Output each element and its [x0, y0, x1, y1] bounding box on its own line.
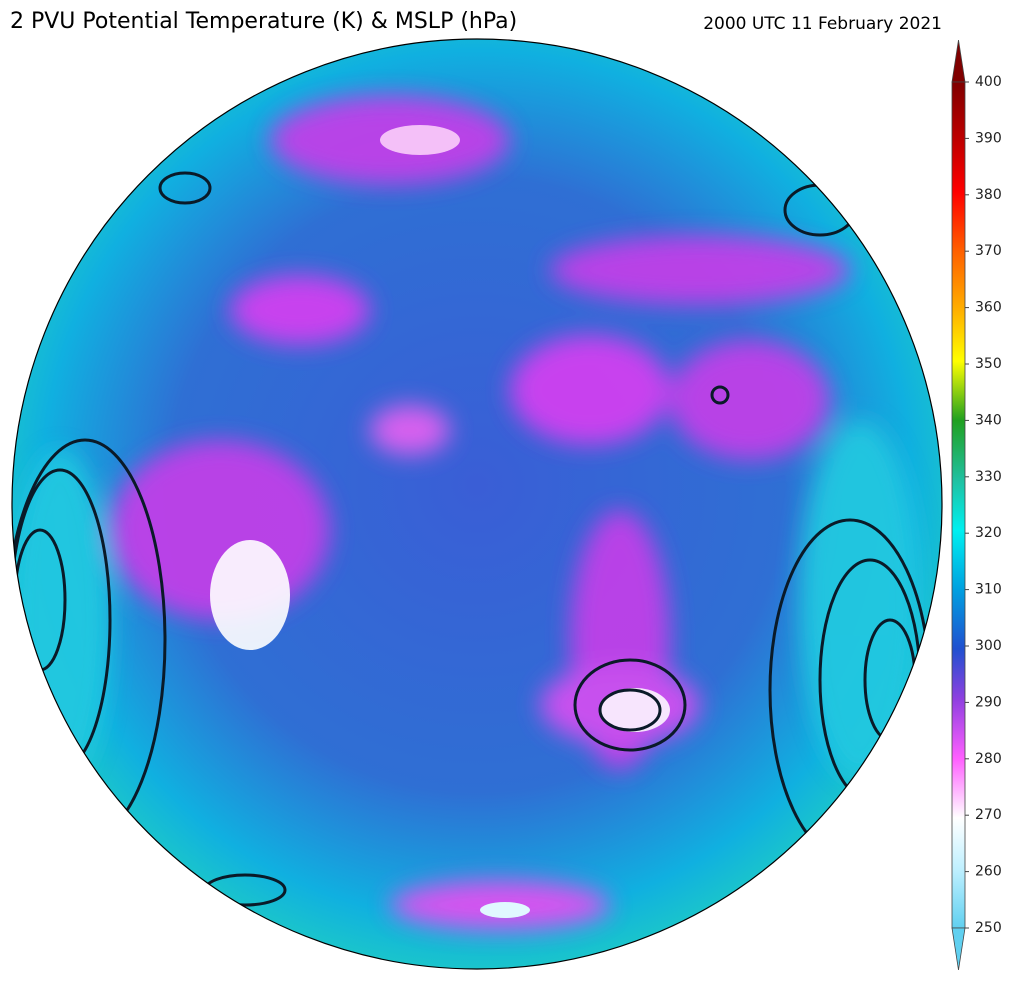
colorbar-tick-label: 290: [975, 694, 1002, 710]
map-title: 2 PVU Potential Temperature (K) & MSLP (…: [10, 9, 517, 34]
colorbar-tick-label: 380: [975, 187, 1002, 203]
colorbar-tick-label: 280: [975, 751, 1002, 767]
colorbar-tick-label: 300: [975, 638, 1002, 654]
colorbar-tick-label: 350: [975, 356, 1002, 372]
colorbar-tick-label: 260: [975, 864, 1002, 880]
colorbar-tick-label: 370: [975, 243, 1002, 259]
colorbar-tick-label: 270: [975, 807, 1002, 823]
colorbar-tick-label: 330: [975, 469, 1002, 485]
colorbar-tick-label: 400: [975, 74, 1002, 90]
globe-map: [11, 38, 943, 970]
colorbar-tick-label: 310: [975, 582, 1002, 598]
colorbar-tick-label: 320: [975, 525, 1002, 541]
colorbar-tick-label: 340: [975, 412, 1002, 428]
timestamp: 2000 UTC 11 February 2021: [703, 14, 942, 34]
colorbar: 250 260 270 280 290 300 310 320 330 340 350 360 370 3…: [951, 39, 1002, 971]
colorbar-tick-label: 390: [975, 130, 1002, 146]
colorbar-tick-label: 250: [975, 920, 1002, 936]
colorbar-tick-label: 360: [975, 300, 1002, 316]
